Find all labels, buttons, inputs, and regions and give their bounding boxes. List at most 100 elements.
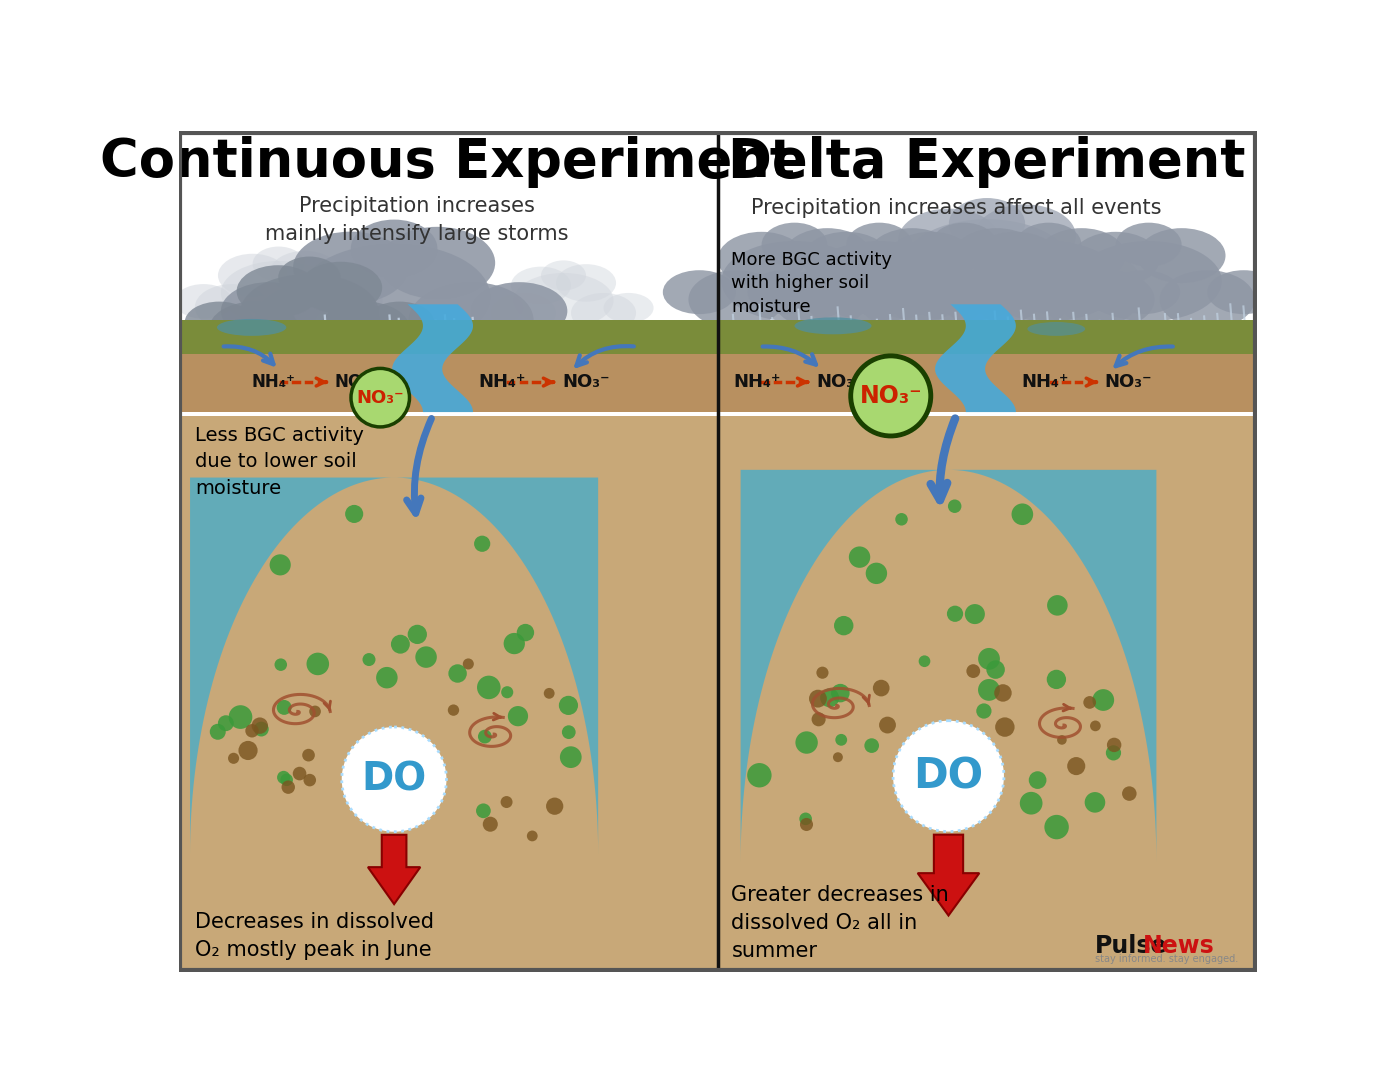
Circle shape — [253, 722, 269, 736]
Ellipse shape — [529, 328, 536, 339]
Circle shape — [342, 727, 447, 832]
Ellipse shape — [949, 198, 1025, 249]
Circle shape — [879, 716, 896, 734]
Polygon shape — [883, 321, 890, 329]
Circle shape — [245, 724, 259, 737]
Ellipse shape — [298, 244, 490, 349]
Circle shape — [560, 746, 581, 768]
Ellipse shape — [662, 270, 736, 314]
Circle shape — [504, 633, 525, 654]
Circle shape — [1092, 689, 1114, 711]
Circle shape — [277, 771, 290, 784]
Polygon shape — [760, 320, 767, 327]
Circle shape — [483, 817, 498, 832]
Polygon shape — [652, 322, 659, 330]
Circle shape — [476, 804, 491, 818]
Polygon shape — [287, 322, 294, 330]
Text: NO₃⁻: NO₃⁻ — [816, 373, 864, 391]
Text: NH₄⁺: NH₄⁺ — [1022, 373, 1070, 391]
Ellipse shape — [293, 232, 409, 304]
Ellipse shape — [287, 284, 363, 330]
Circle shape — [416, 646, 437, 668]
Text: Greater decreases in
dissolved O₂ all in
summer: Greater decreases in dissolved O₂ all in… — [731, 885, 949, 961]
Ellipse shape — [846, 223, 913, 266]
Circle shape — [816, 666, 829, 679]
Ellipse shape — [883, 324, 890, 335]
Circle shape — [832, 684, 850, 702]
Circle shape — [501, 796, 512, 808]
Circle shape — [307, 653, 329, 675]
Circle shape — [851, 356, 931, 436]
Circle shape — [1044, 815, 1068, 840]
Ellipse shape — [255, 282, 379, 359]
Circle shape — [561, 725, 575, 739]
Text: stay informed. stay engaged.: stay informed. stay engaged. — [1095, 953, 1238, 964]
Ellipse shape — [409, 282, 533, 359]
Text: NO₃⁻: NO₃⁻ — [561, 373, 609, 391]
Circle shape — [1012, 503, 1033, 525]
Polygon shape — [567, 321, 575, 329]
Ellipse shape — [470, 282, 567, 340]
Circle shape — [995, 717, 1015, 737]
Ellipse shape — [868, 228, 956, 283]
Ellipse shape — [832, 270, 906, 314]
Polygon shape — [392, 305, 473, 412]
Ellipse shape — [858, 270, 953, 329]
Text: News: News — [1144, 934, 1215, 958]
Polygon shape — [1072, 327, 1079, 333]
Ellipse shape — [511, 266, 571, 305]
Circle shape — [477, 676, 501, 699]
Polygon shape — [953, 320, 959, 327]
Circle shape — [994, 685, 1012, 702]
Circle shape — [543, 688, 554, 699]
Ellipse shape — [718, 232, 805, 287]
Circle shape — [546, 797, 563, 815]
Circle shape — [1085, 792, 1105, 812]
Circle shape — [1084, 696, 1096, 709]
Circle shape — [346, 505, 363, 523]
Circle shape — [517, 624, 535, 641]
Text: NO₃⁻: NO₃⁻ — [860, 384, 923, 408]
Polygon shape — [935, 305, 1016, 412]
Ellipse shape — [762, 223, 827, 266]
Circle shape — [836, 734, 847, 746]
Circle shape — [1121, 786, 1137, 800]
Circle shape — [1067, 757, 1085, 775]
Polygon shape — [529, 324, 536, 332]
Ellipse shape — [795, 318, 871, 334]
Ellipse shape — [514, 273, 613, 328]
Polygon shape — [1030, 321, 1036, 329]
Ellipse shape — [1054, 253, 1140, 304]
Circle shape — [979, 679, 1000, 701]
Text: Less BGC activity
due to lower soil
moisture: Less BGC activity due to lower soil mois… — [196, 426, 364, 498]
Circle shape — [812, 712, 826, 726]
Ellipse shape — [1075, 241, 1222, 321]
Ellipse shape — [237, 265, 319, 317]
Circle shape — [309, 705, 321, 717]
Circle shape — [976, 703, 991, 719]
Ellipse shape — [1207, 270, 1281, 314]
Circle shape — [280, 773, 293, 786]
Text: NH₄⁺: NH₄⁺ — [734, 373, 780, 391]
Ellipse shape — [721, 241, 868, 321]
Ellipse shape — [1107, 270, 1180, 314]
Text: Precipitation increases affect all events: Precipitation increases affect all event… — [750, 198, 1162, 218]
Polygon shape — [787, 324, 794, 332]
Circle shape — [946, 606, 963, 621]
Circle shape — [377, 667, 398, 688]
Polygon shape — [848, 327, 855, 333]
Polygon shape — [738, 324, 743, 332]
Circle shape — [238, 740, 258, 760]
Circle shape — [979, 648, 1000, 669]
Ellipse shape — [571, 293, 636, 333]
Text: NO₃⁻: NO₃⁻ — [1105, 373, 1152, 391]
Ellipse shape — [738, 328, 743, 339]
Circle shape — [448, 664, 466, 682]
Ellipse shape — [818, 324, 825, 335]
Ellipse shape — [917, 270, 990, 314]
Ellipse shape — [689, 270, 784, 329]
Circle shape — [1107, 738, 1121, 752]
Circle shape — [508, 707, 528, 726]
Ellipse shape — [221, 261, 336, 324]
Ellipse shape — [491, 293, 556, 333]
